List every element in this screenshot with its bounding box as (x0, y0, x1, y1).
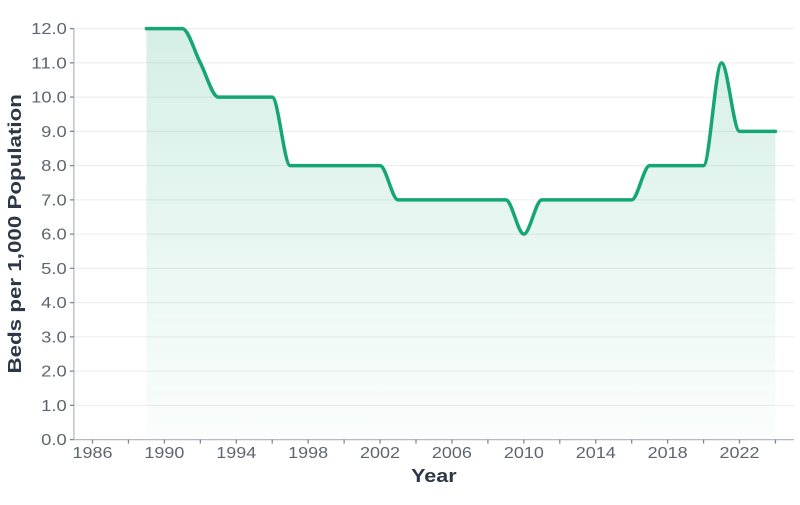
svg-text:2014: 2014 (576, 445, 616, 462)
svg-text:7.0: 7.0 (41, 192, 67, 209)
svg-text:1998: 1998 (288, 445, 328, 462)
svg-text:Beds per 1,000 Population: Beds per 1,000 Population (5, 94, 25, 374)
svg-text:10.0: 10.0 (31, 90, 67, 107)
svg-text:0.0: 0.0 (41, 432, 67, 449)
svg-text:12.0: 12.0 (31, 21, 67, 38)
svg-text:6.0: 6.0 (41, 227, 67, 244)
svg-text:11.0: 11.0 (31, 55, 67, 72)
svg-text:1986: 1986 (73, 445, 113, 462)
svg-text:2010: 2010 (504, 445, 544, 462)
svg-text:5.0: 5.0 (41, 261, 67, 278)
svg-text:9.0: 9.0 (41, 124, 67, 141)
svg-text:2002: 2002 (360, 445, 400, 462)
svg-text:2006: 2006 (432, 445, 472, 462)
svg-text:2018: 2018 (648, 445, 688, 462)
svg-text:3.0: 3.0 (41, 329, 67, 346)
svg-text:4.0: 4.0 (41, 295, 67, 312)
svg-text:Year: Year (411, 466, 457, 486)
svg-text:1994: 1994 (216, 445, 256, 462)
svg-text:8.0: 8.0 (41, 158, 67, 175)
svg-text:2.0: 2.0 (41, 364, 67, 381)
svg-text:2022: 2022 (720, 445, 760, 462)
svg-text:1990: 1990 (144, 445, 184, 462)
svg-text:1.0: 1.0 (41, 398, 67, 415)
